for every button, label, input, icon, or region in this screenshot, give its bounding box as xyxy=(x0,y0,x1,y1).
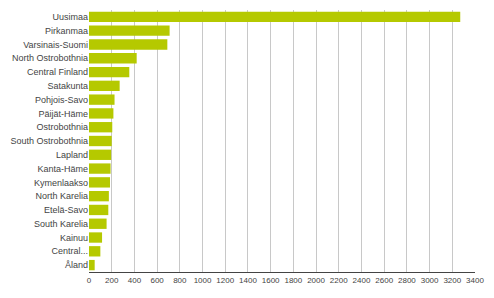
svg-text:Kanta-Häme: Kanta-Häme xyxy=(37,164,88,174)
svg-text:3400: 3400 xyxy=(466,276,484,285)
svg-text:400: 400 xyxy=(128,276,142,285)
svg-text:2600: 2600 xyxy=(375,276,393,285)
svg-text:Central...: Central... xyxy=(51,246,88,256)
svg-text:North Karelia: North Karelia xyxy=(35,191,88,201)
svg-text:1800: 1800 xyxy=(284,276,302,285)
svg-text:1600: 1600 xyxy=(262,276,280,285)
svg-text:Pirkanmaa: Pirkanmaa xyxy=(45,26,88,36)
svg-text:Kainuu: Kainuu xyxy=(60,233,88,243)
svg-text:North Ostrobothnia: North Ostrobothnia xyxy=(12,53,88,63)
svg-text:3200: 3200 xyxy=(443,276,461,285)
svg-text:3000: 3000 xyxy=(421,276,439,285)
svg-text:Åland: Åland xyxy=(65,260,88,270)
svg-text:2800: 2800 xyxy=(398,276,416,285)
svg-text:South Karelia: South Karelia xyxy=(34,219,88,229)
svg-text:Etelä-Savo: Etelä-Savo xyxy=(44,205,88,215)
svg-text:2000: 2000 xyxy=(307,276,325,285)
svg-text:200: 200 xyxy=(105,276,119,285)
svg-text:Central Finland: Central Finland xyxy=(27,67,88,77)
svg-text:Satakunta: Satakunta xyxy=(47,81,88,91)
svg-text:Lapland: Lapland xyxy=(56,150,88,160)
svg-text:2200: 2200 xyxy=(330,276,348,285)
svg-text:Pohjois-Savo: Pohjois-Savo xyxy=(35,95,88,105)
svg-text:Uusimaa: Uusimaa xyxy=(52,12,88,22)
svg-text:Kymenlaakso: Kymenlaakso xyxy=(34,178,88,188)
svg-text:600: 600 xyxy=(150,276,164,285)
svg-text:South Ostrobothnia: South Ostrobothnia xyxy=(10,136,88,146)
svg-text:1400: 1400 xyxy=(239,276,257,285)
svg-text:0: 0 xyxy=(87,276,92,285)
svg-text:1000: 1000 xyxy=(194,276,212,285)
svg-text:1200: 1200 xyxy=(216,276,234,285)
svg-text:Varsinais-Suomi: Varsinais-Suomi xyxy=(23,40,88,50)
svg-text:800: 800 xyxy=(173,276,187,285)
svg-text:2400: 2400 xyxy=(353,276,371,285)
svg-text:Päijät-Häme: Päijät-Häme xyxy=(38,109,88,119)
svg-text:Ostrobothnia: Ostrobothnia xyxy=(36,122,88,132)
